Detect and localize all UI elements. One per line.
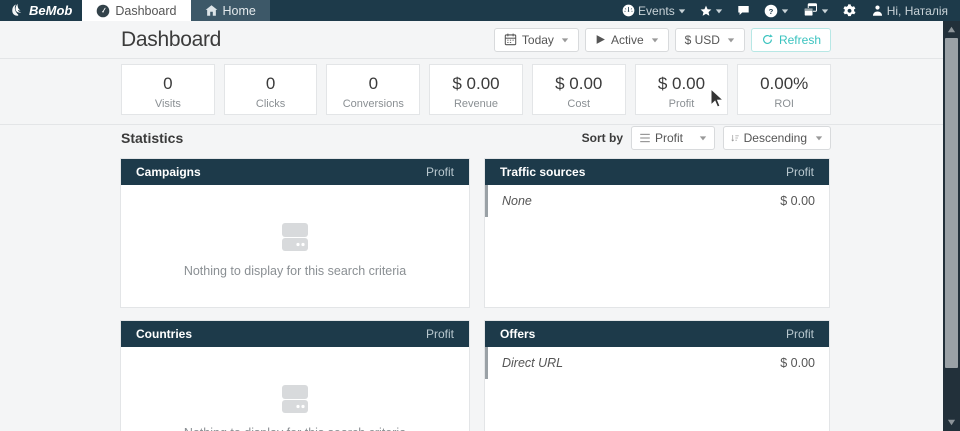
svg-text:?: ? xyxy=(768,6,773,15)
